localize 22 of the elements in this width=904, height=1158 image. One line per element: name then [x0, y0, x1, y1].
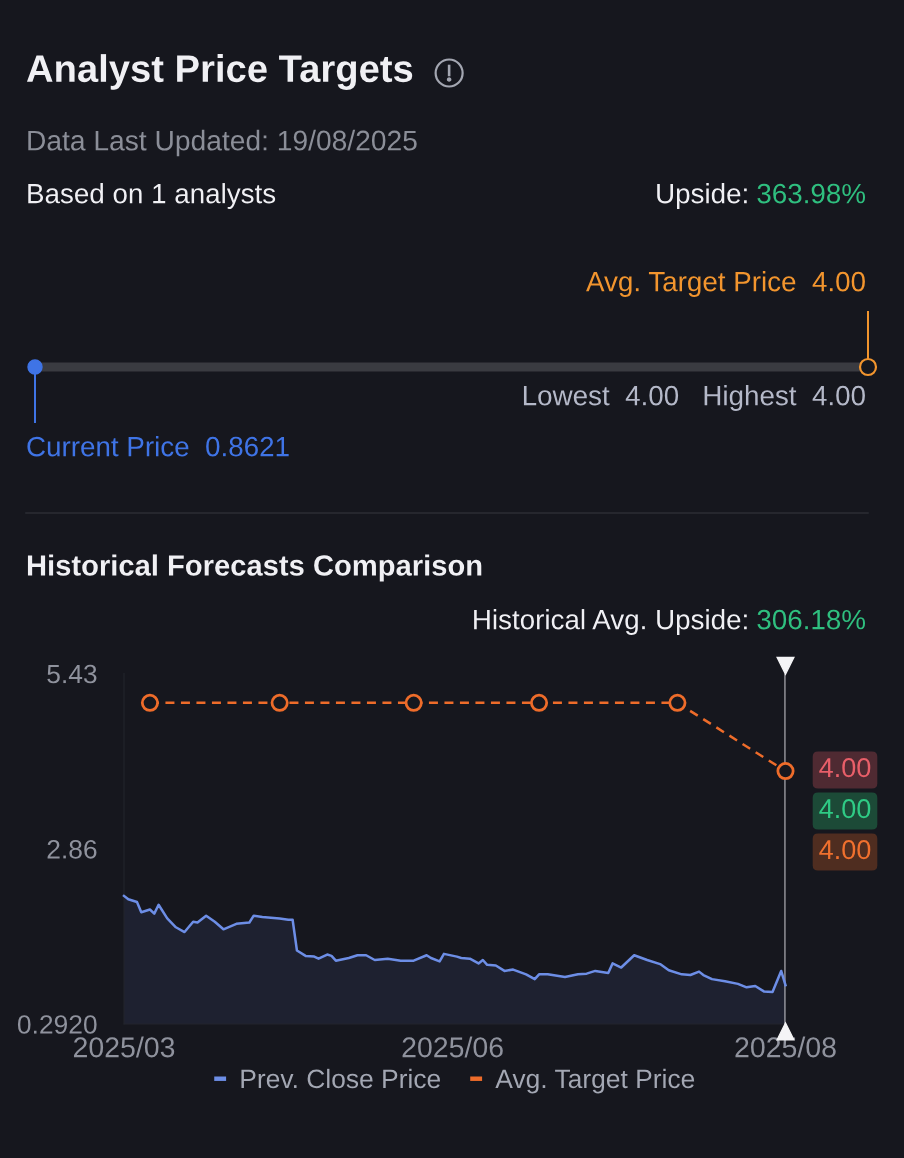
text: Historical Avg. Upside: [474, 609, 747, 635]
y-tick-label: 5.43 [47, 664, 97, 684]
text: Current Price 0.8621 [27, 436, 289, 457]
text: Data Last Updated: 19/08/2025 [28, 129, 417, 157]
text: Analyst Price Targets [26, 54, 413, 90]
text: 4.00 [819, 840, 871, 860]
text: Lowest 4.00 Highest 4.00 [523, 385, 865, 411]
y-tick-label: 0.2920 [17, 1015, 97, 1034]
text: Based on 1 analysts [28, 183, 276, 209]
text: 306.18% [757, 609, 866, 630]
text: Avg. Target Price 4.00 [586, 271, 865, 297]
x-tick-label: 2025/08 [735, 1036, 836, 1058]
y-tick-label: 2.86 [47, 839, 97, 859]
chart-title: Historical Forecasts Comparison [27, 554, 482, 582]
text: 4.00 [819, 799, 871, 819]
text: 4.00 [819, 758, 871, 778]
legend-label: Prev. Close Price [241, 1068, 441, 1089]
x-tick-label: 2025/06 [402, 1036, 503, 1058]
legend-label: Avg. Target Price [495, 1068, 695, 1094]
text: 363.98% [757, 183, 866, 204]
x-tick-label: 2025/03 [73, 1036, 175, 1058]
text: Upside: [657, 183, 747, 209]
